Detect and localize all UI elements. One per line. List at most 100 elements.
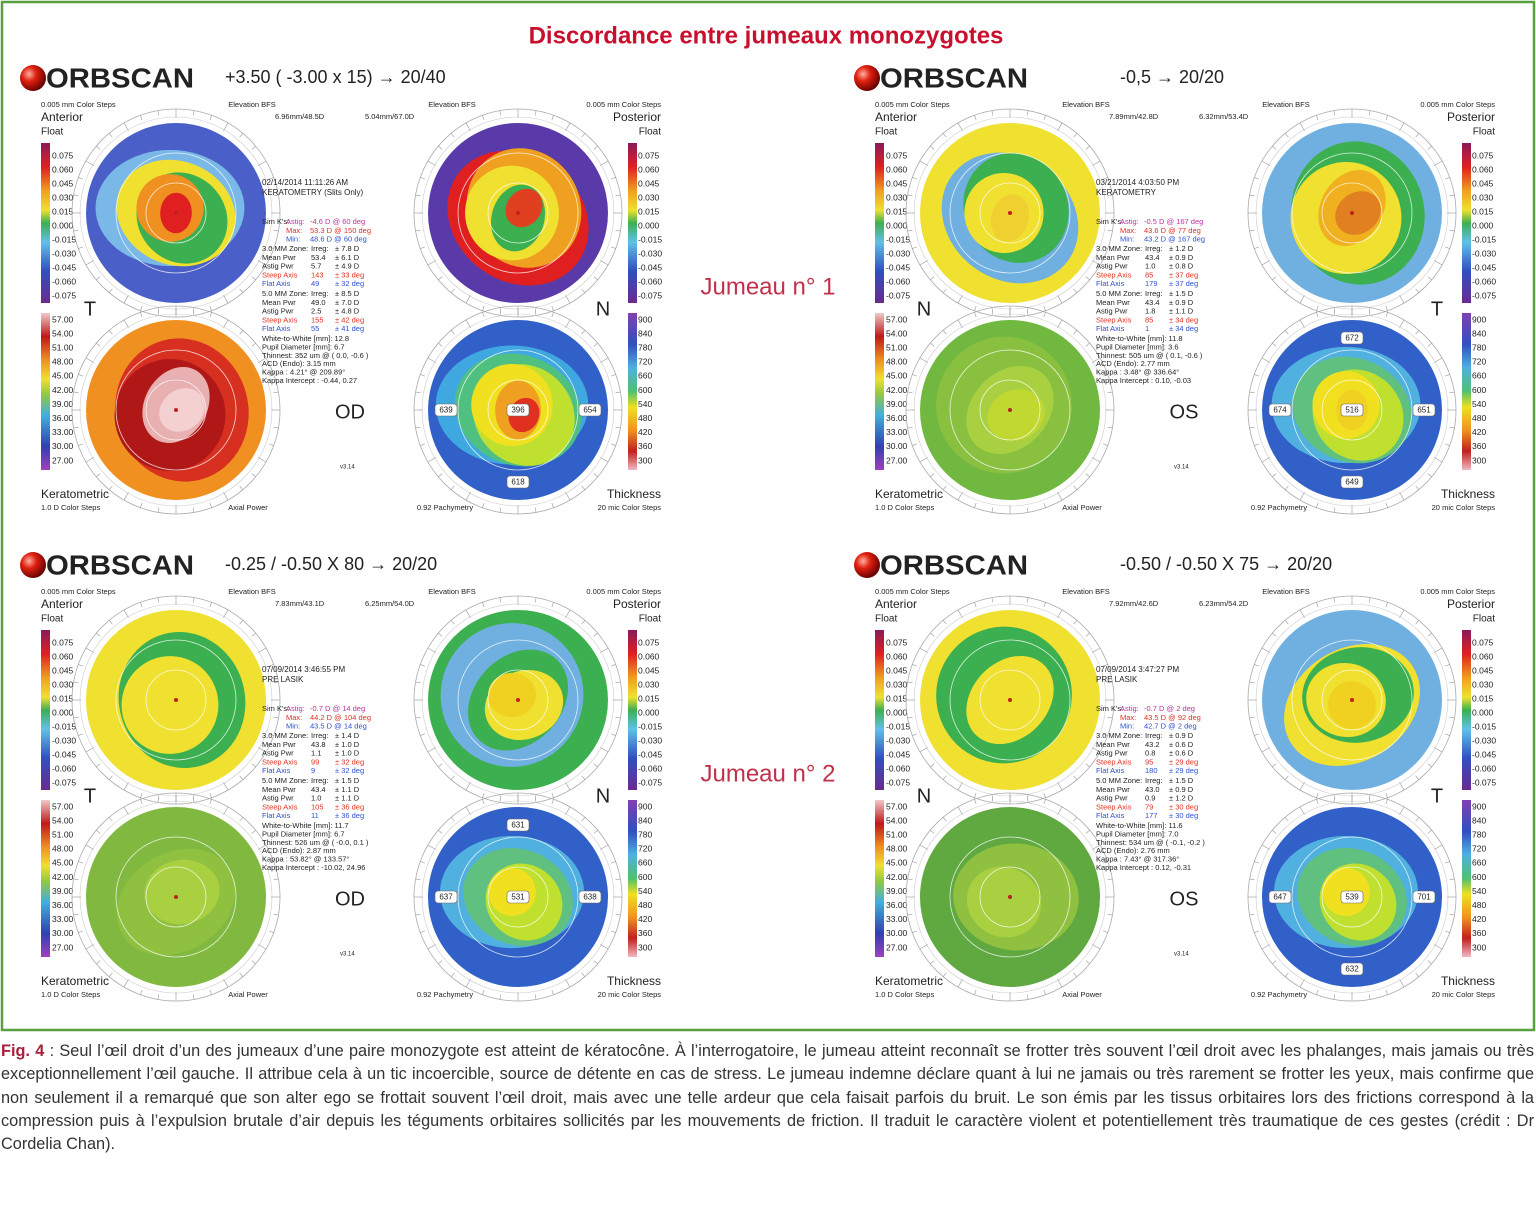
zone-stat: ± 1.5 D	[1169, 776, 1194, 785]
scale-label: 660	[638, 858, 652, 868]
zone-stat: Astig Pwr	[262, 749, 294, 758]
map-label: Float	[639, 614, 661, 625]
compass-tick	[108, 620, 113, 625]
compass-tick	[1434, 260, 1443, 266]
scale-label: -0.045	[886, 749, 910, 759]
scale-label: 30.00	[886, 441, 908, 451]
scale-label: 0.045	[1472, 665, 1494, 675]
compass-tick	[123, 295, 129, 304]
zone-stat: Irreg:	[1145, 289, 1163, 298]
zone-stat: Steep Axis	[262, 270, 298, 279]
scale-label: 0.075	[52, 637, 74, 647]
compass-tick	[565, 806, 571, 815]
scale-label: 0.000	[886, 220, 908, 230]
zone-stat: Astig Pwr	[1096, 307, 1128, 316]
simk: Max:	[286, 713, 302, 722]
pachy-value: 631	[511, 821, 525, 830]
map-zone	[488, 672, 536, 718]
scale-label: 540	[1472, 886, 1486, 896]
compass-tick	[593, 145, 598, 150]
compass-tick	[465, 782, 471, 791]
side-label: T	[84, 785, 96, 807]
zone-stat: 143	[311, 270, 324, 279]
pachy-box	[506, 403, 530, 417]
compass-tick	[551, 602, 554, 608]
scale-label: -0.045	[638, 262, 662, 272]
compass-tick	[1043, 115, 1046, 121]
compass-tick	[912, 733, 918, 736]
compass-tick	[482, 115, 485, 121]
compass-tick	[1043, 989, 1046, 995]
compass-tick	[273, 391, 279, 394]
exam-date: 02/14/2014 11:11:26 AM	[262, 178, 348, 187]
scale-label: 0.060	[52, 164, 74, 174]
zone-stat: Steep Axis	[1096, 802, 1132, 811]
zone-stat: ± 1.0 D	[335, 740, 360, 749]
compass-tick	[957, 122, 963, 131]
map-type: Axial Power	[1062, 503, 1102, 512]
compass-tick	[1026, 994, 1029, 1000]
compass-tick	[1107, 194, 1113, 197]
simk: Sim K's:	[262, 217, 289, 226]
map-label: Float	[1473, 614, 1495, 625]
simk: Astig:	[286, 217, 305, 226]
compass-tick	[534, 507, 537, 513]
compass-tick	[239, 133, 244, 138]
compass-tick	[1444, 246, 1450, 249]
compass-tick	[1261, 944, 1270, 950]
zone-stat: ± 4.8 D	[335, 307, 360, 316]
compass-tick	[415, 681, 421, 684]
compass-tick	[1026, 794, 1029, 800]
compass-tick	[610, 443, 616, 446]
zone-stat: 5.0 MM Zone:	[262, 776, 308, 785]
compass-tick	[192, 794, 195, 800]
compass-tick	[615, 229, 621, 232]
pachy-value: 674	[1273, 406, 1287, 415]
pachy-box	[506, 890, 530, 904]
zone-stat: Astig Pwr	[1096, 794, 1128, 803]
compass-tick	[974, 305, 977, 311]
compass-tick	[499, 110, 502, 116]
compass-tick	[1385, 799, 1388, 805]
side-label: N	[917, 785, 931, 807]
version: v3.14	[340, 465, 355, 471]
compass-tick	[157, 307, 160, 313]
exam-type: KERATOMETRY	[1096, 188, 1157, 197]
scale-label: 0.075	[52, 150, 74, 160]
map-ring	[979, 866, 1041, 928]
zone-stat: ± 4.9 D	[335, 262, 360, 271]
zone-stat: Flat Axis	[262, 324, 291, 333]
eye-label: OS	[1170, 888, 1199, 910]
compass-tick	[123, 122, 129, 131]
map-type: Axial Power	[1062, 990, 1102, 999]
compass-tick	[482, 792, 485, 798]
measurement: Pupil Diameter [mm]: 6.7	[262, 829, 345, 838]
compass-tick	[123, 492, 129, 501]
compass-tick	[581, 330, 586, 335]
compass-tick	[223, 806, 229, 815]
scale-label: -0.075	[886, 290, 910, 300]
zone-stat: Flat Axis	[1096, 324, 1125, 333]
radius: 6.25mm/54.0D	[365, 599, 415, 608]
compass-tick	[581, 817, 586, 822]
zone-stat: Mean Pwr	[1096, 253, 1130, 262]
color-steps: 1.0 D Color Steps	[41, 503, 100, 512]
compass-tick	[610, 733, 616, 736]
compass-tick	[565, 492, 571, 501]
map	[920, 123, 1100, 303]
elevation-bfs: Elevation BFS	[428, 100, 476, 109]
scale-label: 0.015	[638, 693, 660, 703]
compass-tick	[1073, 620, 1078, 625]
zone-stat: 85	[1145, 270, 1153, 279]
compass-tick	[1085, 276, 1090, 281]
scale-label: 0.045	[52, 178, 74, 188]
map-label: Keratometric	[875, 487, 943, 501]
compass-tick	[192, 110, 195, 116]
zone-stat: Mean Pwr	[1096, 785, 1130, 794]
scale-label: -0.075	[638, 777, 662, 787]
scale-label: 900	[1472, 801, 1486, 811]
scale-label: 840	[1472, 815, 1486, 825]
scale-label: 0.030	[638, 192, 660, 202]
compass-tick	[140, 799, 143, 805]
compass-tick	[1107, 913, 1113, 916]
